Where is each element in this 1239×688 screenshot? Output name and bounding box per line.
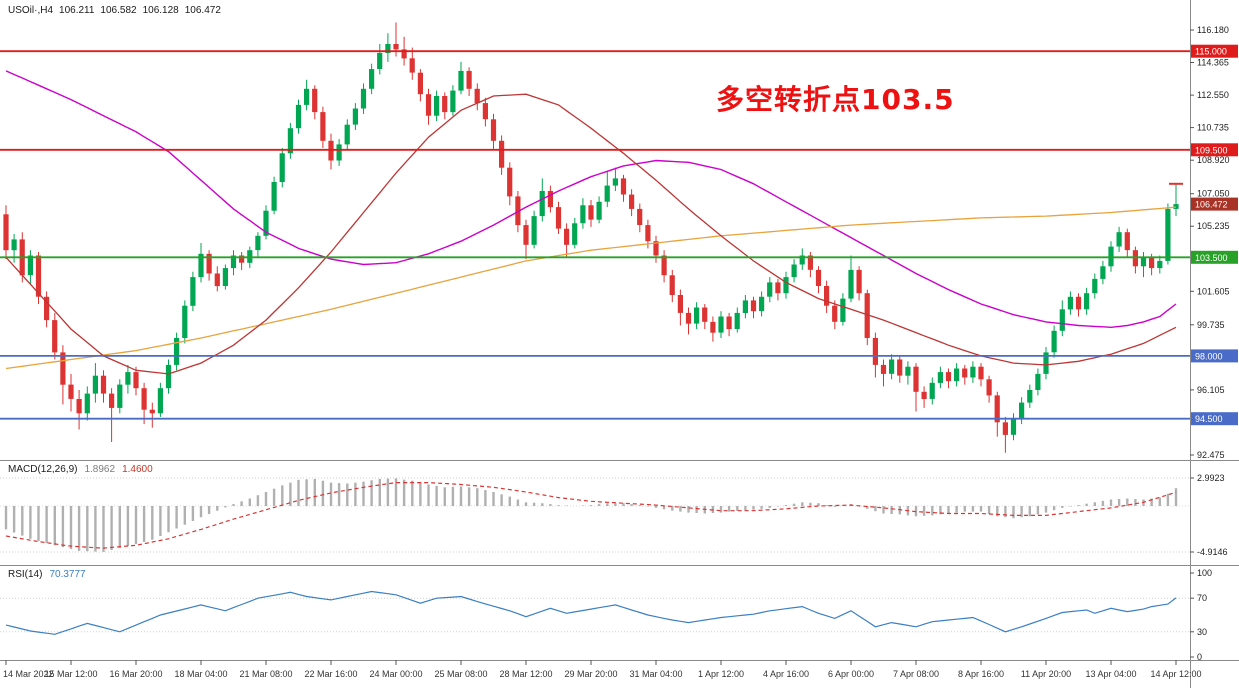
- svg-text:108.920: 108.920: [1197, 155, 1230, 165]
- svg-text:14 Apr 12:00: 14 Apr 12:00: [1150, 669, 1201, 679]
- svg-text:2.9923: 2.9923: [1197, 473, 1225, 483]
- svg-text:13 Apr 04:00: 13 Apr 04:00: [1085, 669, 1136, 679]
- quote-low: 106.128: [142, 5, 179, 16]
- macd-signal-value: 1.4600: [122, 464, 153, 475]
- rsi-panel: 100 70 30 0: [0, 568, 1212, 662]
- svg-text:31 Mar 04:00: 31 Mar 04:00: [629, 669, 682, 679]
- svg-text:101.605: 101.605: [1197, 286, 1230, 296]
- price-axis[interactable]: 116.180 114.365 112.550 110.735 108.920 107.0…: [1190, 25, 1238, 460]
- svg-text:25 Mar 08:00: 25 Mar 08:00: [434, 669, 487, 679]
- current-price-badge: [1191, 197, 1238, 211]
- svg-text:7 Apr 08:00: 7 Apr 08:00: [893, 669, 939, 679]
- svg-text:115.000: 115.000: [1195, 47, 1227, 57]
- svg-text:107.050: 107.050: [1197, 189, 1230, 199]
- svg-text:109.500: 109.500: [1195, 145, 1228, 155]
- macd-panel: 2.9923 -4.9146: [0, 473, 1228, 557]
- symbol-timeframe: USOil·,H4: [8, 5, 54, 16]
- macd-name: MACD(12,26,9): [8, 464, 78, 475]
- svg-text:14 Mar 2022: 14 Mar 2022: [3, 669, 54, 679]
- ma-magenta: [5, 70, 1177, 329]
- rsi-name: RSI(14): [8, 569, 43, 580]
- svg-text:92.475: 92.475: [1197, 450, 1225, 460]
- svg-text:-4.9146: -4.9146: [1197, 547, 1228, 557]
- svg-text:112.550: 112.550: [1197, 90, 1229, 100]
- svg-text:4 Apr 16:00: 4 Apr 16:00: [763, 669, 809, 679]
- symbol-ohlc-line: USOil·,H4 106.211 106.582 106.128 106.47…: [8, 5, 221, 16]
- quote-high: 106.582: [100, 5, 137, 16]
- svg-text:1 Apr 12:00: 1 Apr 12:00: [698, 669, 744, 679]
- macd-indicator-label: MACD(12,26,9) 1.8962 1.4600: [8, 464, 153, 475]
- svg-text:22 Mar 16:00: 22 Mar 16:00: [304, 669, 357, 679]
- svg-text:15 Mar 12:00: 15 Mar 12:00: [44, 669, 97, 679]
- svg-text:30: 30: [1197, 627, 1207, 637]
- ma-red: [5, 93, 1177, 375]
- svg-text:103.500: 103.500: [1195, 253, 1228, 263]
- svg-text:99.735: 99.735: [1197, 320, 1225, 330]
- svg-text:24 Mar 00:00: 24 Mar 00:00: [369, 669, 422, 679]
- svg-text:110.735: 110.735: [1197, 123, 1229, 133]
- svg-text:94.500: 94.500: [1195, 414, 1223, 424]
- svg-text:29 Mar 20:00: 29 Mar 20:00: [564, 669, 617, 679]
- svg-text:106.472: 106.472: [1195, 200, 1228, 210]
- svg-text:6 Apr 00:00: 6 Apr 00:00: [828, 669, 874, 679]
- ma-orange: [5, 206, 1177, 370]
- svg-text:96.105: 96.105: [1197, 385, 1225, 395]
- svg-text:0: 0: [1197, 652, 1202, 662]
- svg-text:16 Mar 20:00: 16 Mar 20:00: [109, 669, 162, 679]
- svg-text:114.365: 114.365: [1197, 58, 1229, 68]
- macd-main-value: 1.8962: [84, 464, 116, 475]
- svg-text:11 Apr 20:00: 11 Apr 20:00: [1021, 669, 1071, 679]
- rsi-line: [5, 590, 1177, 635]
- svg-text:98.000: 98.000: [1195, 351, 1223, 361]
- quote-open: 106.211: [59, 5, 95, 16]
- svg-text:116.180: 116.180: [1197, 25, 1229, 35]
- svg-text:28 Mar 12:00: 28 Mar 12:00: [499, 669, 552, 679]
- rsi-indicator-label: RSI(14) 70.3777: [8, 569, 86, 580]
- rsi-value: 70.3777: [49, 569, 86, 580]
- candlesticks: [3, 22, 1179, 453]
- svg-text:8 Apr 16:00: 8 Apr 16:00: [958, 669, 1004, 679]
- quote-close: 106.472: [184, 5, 221, 16]
- svg-text:18 Mar 04:00: 18 Mar 04:00: [174, 669, 227, 679]
- annotation-text[interactable]: 多空转折点103.5: [716, 83, 955, 116]
- svg-text:21 Mar 08:00: 21 Mar 08:00: [239, 669, 292, 679]
- svg-text:105.235: 105.235: [1197, 221, 1230, 231]
- svg-text:100: 100: [1197, 568, 1212, 578]
- svg-text:70: 70: [1197, 593, 1207, 603]
- macd-signal-line: [5, 482, 1177, 549]
